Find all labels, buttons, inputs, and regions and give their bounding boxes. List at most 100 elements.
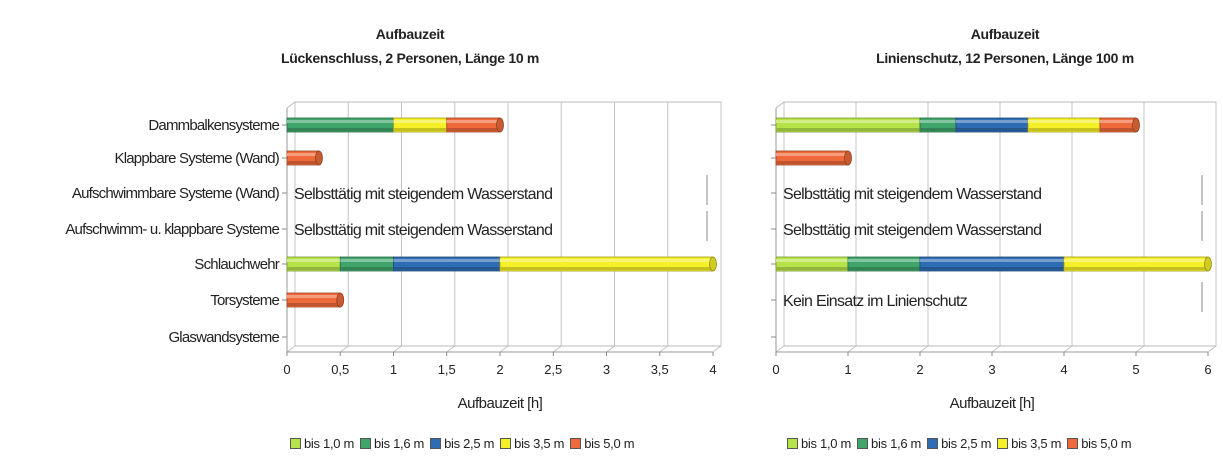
- floor-grid-line: [659, 345, 669, 353]
- floor-grid-line: [1063, 345, 1073, 353]
- floor-grid-line: [847, 345, 857, 353]
- legend-item: bis 2,5 m: [927, 436, 991, 451]
- bar-segment-bis-1-6: [847, 256, 921, 272]
- bar-segment-bis-2-5: [919, 256, 1065, 272]
- category-label: Glaswandsysteme: [168, 329, 279, 346]
- floor-grid-line: [775, 345, 785, 353]
- bar-end-cap: [1132, 117, 1140, 133]
- bar-end-cap: [496, 117, 504, 133]
- bar-segment-bis-5-0: [286, 150, 320, 166]
- category-label: Klappbare Systeme (Wand): [115, 150, 280, 167]
- x-tick-label: 1: [390, 362, 397, 377]
- legend-swatch: [997, 438, 1009, 449]
- legend-item: bis 1,6 m: [857, 436, 921, 451]
- bar-segment-bis-1-6: [286, 117, 394, 133]
- bar-segment-bis-5-0: [1099, 117, 1137, 133]
- bar-segment-bis-5-0: [775, 150, 849, 166]
- chart-title: Aufbauzeit: [375, 26, 445, 42]
- legend-item: bis 1,0 m: [290, 436, 354, 451]
- bar-segment-bis-1-0: [775, 256, 849, 272]
- legend-item: bis 3,5 m: [500, 436, 564, 451]
- legend-label: bis 5,0 m: [1081, 436, 1132, 451]
- legend-swatch: [430, 438, 442, 449]
- legend-label: bis 3,5 m: [1011, 436, 1062, 451]
- bar-segment-bis-3-5: [1063, 256, 1209, 272]
- floor-grid-line: [1135, 345, 1145, 353]
- chart-plot-left: Dammbalkensysteme Klappbare Systeme (Wand…: [65, 101, 722, 412]
- y-axis-top-edge: [286, 101, 296, 109]
- x-tick-label: 0: [772, 362, 779, 377]
- bar-end-cap: [315, 150, 323, 166]
- legend-item: bis 3,5 m: [997, 436, 1061, 451]
- legend-swatch: [500, 438, 512, 449]
- x-tick-label: 6: [1204, 362, 1211, 377]
- floor-grid-line: [552, 345, 562, 353]
- category-label: Torsysteme: [210, 292, 279, 309]
- legend-label: bis 1,0 m: [801, 436, 852, 451]
- x-axis-label: Aufbauzeit [h]: [458, 395, 543, 412]
- bar-segment-bis-2-5: [955, 117, 1029, 133]
- bar-segment-bis-5-0: [446, 117, 501, 133]
- legend-swatch: [787, 438, 798, 449]
- x-tick-label: 3,5: [651, 362, 669, 377]
- x-tick-label: 4: [1060, 362, 1067, 377]
- bar-segment-bis-2-5: [393, 256, 501, 272]
- bar-segment-bis-1-0: [286, 256, 341, 272]
- legend-label: bis 5,0 m: [584, 436, 635, 451]
- chart-subtitle: Lückenschluss, 2 Personen, Länge 10 m: [280, 50, 540, 66]
- bar-segment-bis-3-5: [1027, 117, 1101, 133]
- x-tick-label: 1,5: [438, 362, 456, 377]
- x-tick-label: 0,5: [331, 362, 349, 377]
- floor-grid-line: [339, 345, 349, 353]
- note-text: Selbsttätig mit steigendem Wasserstand: [783, 186, 1041, 203]
- x-tick-label: 1: [844, 362, 851, 377]
- note-text: Selbsttätig mit steigendem Wasserstand: [783, 222, 1041, 239]
- legend-swatch: [290, 438, 301, 449]
- legend-item: bis 1,0 m: [787, 436, 851, 451]
- note-text: Kein Einsatz im Linienschutz: [783, 293, 968, 310]
- bar-segment-bis-3-5: [393, 117, 448, 133]
- x-tick-label: 2: [496, 362, 503, 377]
- bar-end-cap: [709, 256, 717, 272]
- x-tick-label: 2,5: [544, 362, 562, 377]
- category-label: Aufschwimm- u. klappbare Systeme: [65, 221, 279, 238]
- category-label: Schlauchwehr: [194, 256, 279, 273]
- legend-item: bis 1,6 m: [360, 436, 424, 451]
- legend-swatch: [360, 438, 372, 449]
- legend-swatch: [857, 438, 869, 449]
- chart-legend: bis 1,0 m bis 1,6 m bis 2,5 m bis 3,5 m bis …: [787, 436, 1137, 451]
- x-tick-label: 2: [916, 362, 923, 377]
- x-tick-label: 3: [988, 362, 995, 377]
- floor-grid-line: [919, 345, 929, 353]
- bar-segment-bis-3-5: [499, 256, 714, 272]
- bar-segment-bis-1-0: [775, 117, 921, 133]
- legend-label: bis 3,5 m: [514, 436, 565, 451]
- legend-item: bis 5,0 m: [570, 436, 635, 451]
- legend-label: bis 2,5 m: [444, 436, 495, 451]
- category-label: Aufschwimmbare Systeme (Wand): [72, 185, 280, 202]
- bar-end-cap: [336, 292, 345, 308]
- bar-segment-bis-1-6: [339, 256, 394, 272]
- chart-legend: bis 1,0 m bis 1,6 m bis 2,5 m bis 3,5 m bis …: [290, 436, 640, 451]
- legend-item: bis 5,0 m: [1067, 436, 1132, 451]
- floor-grid-line: [446, 345, 456, 353]
- chart-left: Aufbauzeit Lückenschluss, 2 Personen, Lä…: [65, 26, 722, 451]
- legend-swatch: [570, 438, 582, 449]
- legend-swatch: [927, 438, 939, 449]
- legend-label: bis 2,5 m: [941, 436, 992, 451]
- floor-grid-line: [393, 345, 402, 353]
- floor-grid-line: [499, 345, 509, 353]
- legend-label: bis 1,6 m: [871, 436, 922, 451]
- x-tick-label: 3: [603, 362, 610, 377]
- legend-label: bis 1,0 m: [304, 436, 355, 451]
- legend-label: bis 1,6 m: [374, 436, 425, 451]
- floor-grid-line: [1207, 345, 1217, 353]
- x-tick-label: 5: [1132, 362, 1139, 377]
- floor-grid-line: [991, 345, 1001, 353]
- y-axis-top-edge: [775, 101, 785, 109]
- legend-swatch: [1067, 438, 1079, 449]
- floor-grid-line: [606, 345, 615, 353]
- bar-segment-bis-1-6: [919, 117, 957, 133]
- chart-right: Aufbauzeit Linienschutz, 12 Personen, Lä…: [740, 0, 1223, 459]
- note-text: Selbsttätig mit steigendem Wasserstand: [294, 186, 552, 203]
